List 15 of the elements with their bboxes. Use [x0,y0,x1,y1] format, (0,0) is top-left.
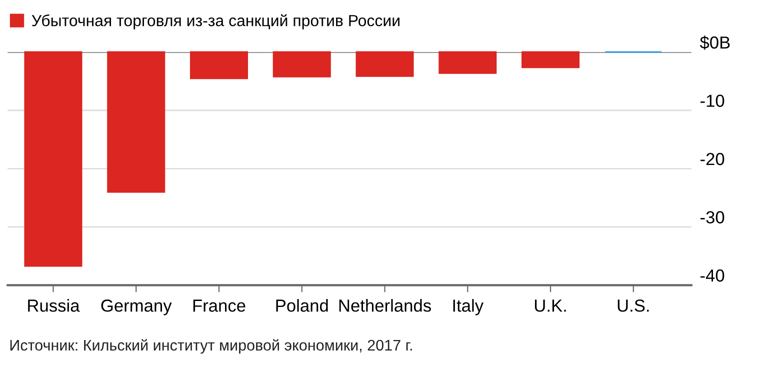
y-tick-label: -20 [700,152,724,166]
x-tick-label: Poland [276,299,328,312]
x-tick-label: U.S. [618,300,649,312]
x-tick-label: Germany [101,300,172,316]
y-tick-label: -30 [700,211,724,224]
text: Источник: Кильский институт мировой экономики, 2017 г. [10,339,412,354]
x-tick-label: Italy [453,299,484,316]
legend-label: Убыточная торговля из-за санкций против России [32,14,400,30]
y-tick-label: $0B [700,36,730,50]
y-tick-label: -40 [700,269,724,282]
x-tick-label: France [193,300,246,312]
y-tick-label: -10 [700,94,724,107]
x-tick-label: Netherlands [339,299,431,312]
x-tick-label: Russia [28,299,80,312]
x-tick-label: U.K. [534,300,566,312]
